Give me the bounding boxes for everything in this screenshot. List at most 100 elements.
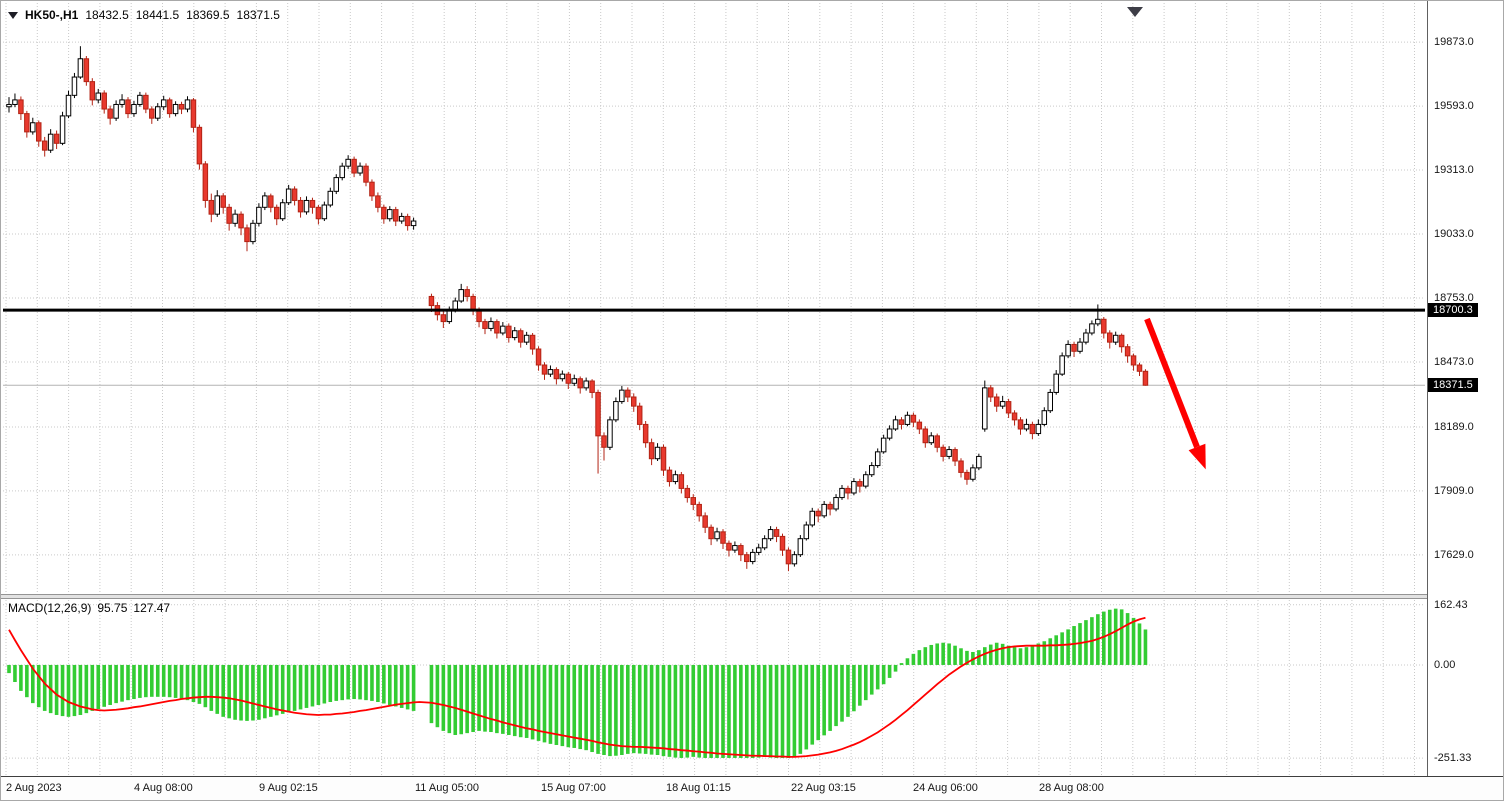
candle-body (464, 289, 470, 297)
candle-body (660, 446, 667, 471)
candle-body (494, 321, 500, 334)
candle-body (547, 369, 554, 375)
macd-histogram-bar (822, 664, 826, 736)
candle-body (506, 325, 512, 339)
macd-histogram-bar (828, 664, 832, 731)
macd-histogram-bar (411, 664, 416, 711)
candle-body (1118, 334, 1125, 348)
macd-histogram-bar (762, 664, 767, 757)
macd-histogram-bar (42, 664, 47, 711)
macd-histogram-bar (19, 664, 23, 691)
candle-body (571, 378, 577, 384)
macd-histogram-bar (572, 664, 577, 748)
close-value: 18371.5 (236, 8, 280, 22)
candle-body (297, 199, 304, 213)
candle-body (482, 321, 488, 329)
candle-body (1112, 334, 1119, 343)
candle-body (1029, 423, 1036, 435)
candle-body (1083, 332, 1089, 343)
resistance-price-badge: 18700.3 (1428, 303, 1478, 318)
macd-histogram-bar (923, 647, 928, 665)
macd-histogram-bar (150, 664, 154, 697)
scroll-to-end-marker-icon[interactable] (1127, 7, 1143, 17)
price-axis-label: 19593.0 (1434, 100, 1474, 113)
trend-arrow[interactable] (1144, 317, 1200, 449)
candle-body (339, 165, 345, 179)
macd-histogram-bar (120, 664, 124, 702)
candle-body (226, 206, 232, 224)
macd-histogram-bar (846, 664, 850, 717)
macd-histogram-bar (453, 664, 458, 735)
macd-histogram-bar (322, 664, 327, 704)
candle-body (702, 515, 708, 528)
candle-body (59, 115, 66, 144)
macd-histogram-bar (988, 644, 993, 665)
candle-body (523, 334, 530, 343)
candle-body (625, 389, 631, 398)
macd-histogram-bar (1102, 611, 1106, 665)
macd-histogram-bar (840, 664, 844, 722)
panel-divider[interactable] (1, 594, 1503, 599)
candle-body (30, 122, 36, 133)
macd-histogram-bar (518, 664, 523, 738)
trend-arrow-head[interactable] (1188, 443, 1206, 470)
candle-body (500, 325, 506, 334)
candle-body (607, 419, 613, 448)
time-axis[interactable]: 2 Aug 2023 4 Aug 08:00 9 Aug 02:15 11 Aug 0… (1, 776, 1503, 800)
candle-body (785, 549, 792, 565)
price-axis[interactable]: 19873.0 19593.0 19313.0 19033.0 18753.0 18473… (1427, 1, 1503, 776)
candle-body (535, 348, 542, 366)
candle-body (404, 215, 411, 227)
candle-body (1023, 423, 1030, 430)
price-axis-label: 19033.0 (1434, 228, 1474, 241)
candle-body (904, 414, 911, 425)
candle-body (315, 206, 322, 220)
macd-histogram-bar (263, 664, 267, 719)
candle-body (755, 547, 762, 553)
macd-histogram-bar (173, 664, 178, 698)
candle-body (274, 206, 280, 220)
macd-indicator-readout: MACD(12,26,9) 95.75 127.47 (8, 601, 170, 615)
macd-histogram-bar (227, 664, 231, 719)
macd-histogram-bar (893, 664, 898, 672)
macd-histogram-bar (197, 664, 202, 704)
macd-histogram-bar (161, 664, 166, 697)
candle-body (863, 474, 869, 487)
candle-body (89, 81, 96, 101)
candle-body (833, 497, 839, 510)
candle-body (410, 220, 417, 227)
candle-body (131, 103, 137, 115)
candle-body (268, 195, 274, 208)
macd-histogram-bar (512, 664, 517, 737)
macd-histogram-bar (560, 664, 565, 747)
macd-histogram-bar (1024, 647, 1029, 665)
candle-body (65, 94, 72, 117)
macd-histogram-bar (858, 664, 862, 706)
macd-histogram-bar (179, 664, 184, 700)
macd-histogram-bar (739, 664, 743, 758)
candle-body (220, 195, 226, 208)
candle-body (666, 469, 673, 483)
price-axis-label: 18753.0 (1434, 292, 1474, 305)
candle-body (214, 195, 220, 215)
macd-signal-line (8, 616, 1146, 758)
candle-body (767, 529, 774, 540)
macd-histogram-bar (596, 664, 600, 754)
macd-histogram-bar (697, 664, 701, 758)
candle-body (1142, 370, 1149, 386)
macd-histogram-bar (917, 650, 922, 665)
macd-histogram-bar (144, 664, 148, 698)
candle-body (993, 396, 1000, 407)
candle-body (190, 99, 197, 128)
macd-histogram-bar (655, 664, 660, 755)
candle-body (1124, 346, 1131, 357)
candle-body (672, 474, 679, 483)
candle-body (107, 108, 113, 119)
candle-body (327, 190, 334, 206)
candle-body (351, 158, 357, 174)
candle-body (577, 378, 583, 389)
candle-body (83, 58, 90, 83)
macd-histogram-bar (774, 664, 779, 758)
macd-histogram-bar (994, 642, 999, 665)
